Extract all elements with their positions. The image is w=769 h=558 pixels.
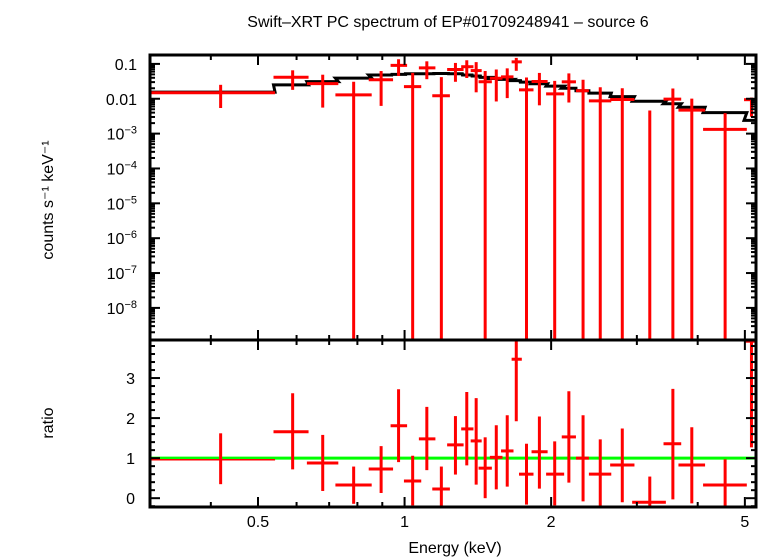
spectrum-point — [561, 73, 576, 103]
y-tick-label: 0.01 — [106, 92, 137, 109]
spectrum-point — [663, 88, 682, 340]
y-axis-label-spectrum: counts s⁻¹ keV⁻¹ — [40, 140, 57, 259]
spectrum-point — [511, 57, 522, 71]
ratio-point — [447, 416, 464, 475]
ratio-point — [335, 466, 372, 504]
ratio-point — [610, 428, 635, 503]
spectrum-point — [470, 62, 482, 93]
spectrum-point — [575, 79, 589, 340]
chart-title: Swift–XRT PC spectrum of EP#01709248941 … — [247, 14, 649, 31]
spectrum-point — [501, 68, 514, 99]
spectrum-point — [478, 71, 492, 340]
ratio-point — [150, 433, 276, 485]
spectrum-point — [335, 81, 372, 340]
ratio-point — [663, 388, 682, 500]
ratio-panel — [150, 339, 756, 507]
spectrum-point — [432, 77, 450, 340]
y-tick-label: 3 — [126, 371, 135, 388]
spectrum-point — [518, 77, 534, 340]
spectrum-point — [610, 88, 635, 340]
ratio-point — [273, 393, 309, 470]
ratio-point — [561, 391, 576, 483]
ratio-point — [518, 443, 534, 505]
y-tick-label: 10−5 — [107, 194, 137, 213]
ratio-point — [390, 389, 408, 463]
y-tick-label: 10−7 — [107, 264, 137, 283]
x-tick-label: 5 — [740, 514, 749, 531]
ratio-point — [368, 446, 394, 493]
spectrum-point — [418, 61, 436, 80]
spectrum-point — [546, 80, 565, 340]
spectrum-point — [531, 72, 548, 106]
model-curve — [150, 72, 756, 122]
spectrum-point — [150, 84, 276, 109]
spectrum-point — [588, 87, 612, 340]
spectrum-point — [273, 70, 309, 90]
axes: 0.5 1 2 5 0.1 0.01 10−3 10−4 10−5 10−6 10−7 10−8 0 1 2… — [106, 53, 758, 531]
y-tick-label: 1 — [126, 451, 135, 468]
spectrum-point — [403, 72, 422, 340]
ratio-point — [403, 455, 422, 506]
spectrum-point — [461, 60, 474, 79]
spectrum-point — [703, 113, 747, 340]
x-tick-label: 2 — [547, 514, 556, 531]
y-tick-label: 10−3 — [107, 125, 137, 144]
spectrum-point — [489, 69, 503, 102]
y-tick-label: 0.1 — [115, 57, 137, 74]
ratio-point — [478, 437, 492, 499]
y-tick-label: 0 — [126, 491, 135, 508]
x-tick-label: 0.5 — [247, 514, 269, 531]
y-axis-label-ratio: ratio — [40, 407, 57, 438]
ratio-point — [511, 340, 522, 422]
ratio-point — [575, 415, 589, 502]
x-tick-label: 1 — [400, 514, 409, 531]
spectrum-point — [368, 71, 394, 106]
ratio-point — [489, 425, 503, 490]
ratio-point — [703, 459, 747, 507]
ratio-point — [432, 466, 450, 507]
ratio-point — [306, 434, 339, 491]
y-tick-label: 2 — [126, 411, 135, 428]
ratio-point — [501, 415, 514, 487]
spectrum-point — [390, 59, 408, 76]
y-tick-label: 10−6 — [107, 229, 137, 248]
ratio-point — [531, 416, 548, 489]
spectrum-point — [678, 98, 706, 340]
ratio-point — [418, 406, 436, 471]
x-axis-label: Energy (keV) — [408, 540, 501, 557]
ratio-point — [461, 392, 474, 466]
spectrum-point — [447, 62, 464, 82]
ratio-point — [588, 439, 612, 507]
spectrum-panel — [150, 57, 756, 340]
ratio-frame — [148, 338, 758, 509]
ratio-point — [678, 427, 706, 504]
spectrum-point — [306, 74, 339, 108]
ratio-point — [546, 441, 565, 506]
y-tick-label: 10−8 — [107, 299, 137, 318]
ratio-point — [470, 398, 482, 485]
y-tick-label: 10−4 — [107, 159, 137, 178]
